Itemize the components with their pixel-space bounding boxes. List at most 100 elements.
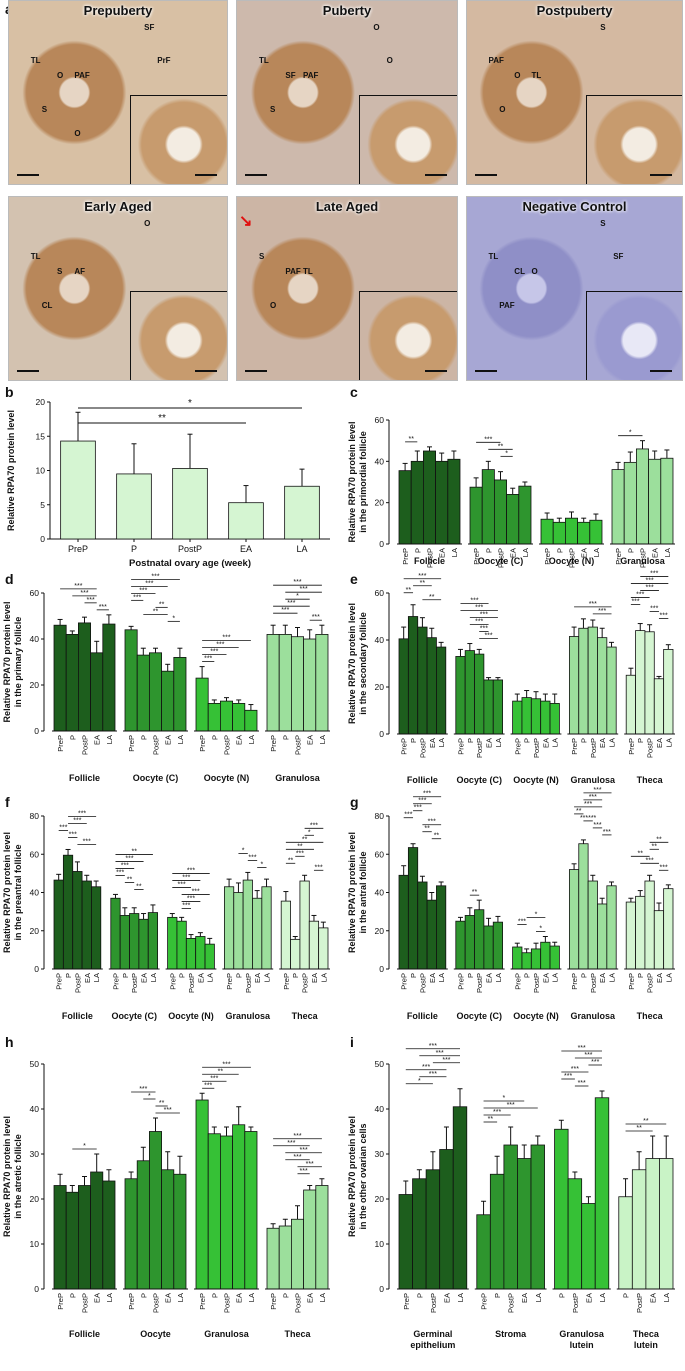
- y-axis-label: in the preantral follicle: [13, 844, 23, 940]
- x-tick-label: PostP: [497, 548, 506, 568]
- significance-label: ***: [578, 1045, 586, 1052]
- significance-label: **: [406, 587, 412, 594]
- x-tick-label: P: [281, 735, 290, 740]
- significance-label: ***: [507, 1102, 515, 1109]
- micrograph-postpuberty: Postpuberty PAF O O TL S: [466, 0, 683, 185]
- bar: [597, 637, 608, 735]
- significance-label: *: [629, 430, 632, 437]
- x-tick-label: P: [291, 973, 300, 978]
- bar: [645, 1158, 660, 1290]
- x-tick-label: P: [555, 548, 564, 553]
- x-tick-label: PostP: [646, 973, 655, 993]
- y-axis-label: Relative RPA70 protein level: [6, 410, 16, 531]
- significance-label: ***: [646, 857, 654, 864]
- x-tick-label: EA: [509, 548, 518, 558]
- bar: [589, 519, 603, 545]
- micrograph-label: PAF: [499, 301, 515, 311]
- significance-label: ***: [293, 1133, 301, 1140]
- bar: [426, 899, 437, 970]
- significance-label: **: [424, 826, 430, 833]
- group-label: Germinal: [413, 1329, 452, 1339]
- bar: [540, 700, 551, 735]
- bar: [483, 925, 494, 970]
- bar: [223, 886, 235, 970]
- bar: [512, 700, 523, 735]
- micrograph-label: S: [270, 105, 276, 115]
- micrograph-title: Late Aged: [315, 199, 379, 214]
- y-tick-label: 40: [30, 888, 40, 898]
- bar: [474, 653, 485, 735]
- significance-label: ***: [598, 608, 606, 615]
- group-label: Oocyte (N): [204, 773, 250, 783]
- bar: [207, 702, 221, 732]
- x-tick-label: EA: [83, 973, 92, 983]
- bar: [266, 1227, 280, 1290]
- x-tick-label: PreP: [513, 738, 522, 755]
- micrograph-puberty: Puberty TL SF S PAF O O: [236, 0, 458, 185]
- group-label: Theca: [637, 775, 664, 785]
- x-tick-label: P: [409, 973, 418, 978]
- significance-label: **: [131, 848, 137, 855]
- x-tick-label: PostP: [532, 973, 541, 993]
- x-tick-label: PostP: [294, 735, 303, 755]
- bar: [173, 1173, 187, 1290]
- micrograph-inset: [586, 95, 682, 184]
- bar: [625, 674, 636, 735]
- group-label: Oocyte (C): [456, 1011, 502, 1021]
- x-tick-label: LA: [437, 738, 446, 747]
- bar: [423, 450, 437, 545]
- significance-label: *: [188, 398, 192, 409]
- significance-label: ***: [187, 868, 195, 875]
- significance-label: ***: [59, 824, 67, 831]
- x-tick-label: EA: [520, 1293, 529, 1303]
- x-tick-label: LA: [664, 973, 673, 982]
- y-axis-label: Relative RPA70 protein level: [347, 603, 357, 724]
- y-axis-label: Relative RPA70 protein level: [347, 832, 357, 953]
- bar: [464, 915, 475, 970]
- significance-label: ***: [631, 599, 639, 606]
- x-tick-label: P: [64, 973, 73, 978]
- y-tick-label: 60: [30, 849, 40, 859]
- bar: [659, 1158, 674, 1290]
- x-tick-label: PreP: [543, 548, 552, 565]
- significance-label: ***: [287, 600, 295, 607]
- y-tick-label: 50: [30, 1059, 40, 1069]
- bar: [481, 469, 495, 545]
- x-tick-label: PreP: [269, 735, 278, 752]
- x-tick-label: EA: [164, 1293, 173, 1303]
- significance-label: **: [576, 808, 582, 815]
- y-tick-label: 20: [375, 498, 385, 508]
- significance-label: ***: [428, 819, 436, 826]
- x-tick-label: PreP: [456, 973, 465, 990]
- x-axis-label: Postnatal ovary age (week): [129, 558, 251, 569]
- x-tick-label: EA: [649, 1293, 658, 1303]
- significance-label: ***: [99, 604, 107, 611]
- x-tick-label: PreP: [614, 548, 623, 565]
- bar: [148, 652, 162, 732]
- x-tick-label: PreP: [198, 1293, 207, 1310]
- x-tick-label: PreP: [198, 735, 207, 752]
- x-tick-label: EA: [310, 973, 319, 983]
- y-axis-label: Relative RPA70 protein level: [2, 832, 12, 953]
- x-tick-label: P: [466, 738, 475, 743]
- bar: [436, 885, 447, 970]
- group-label: Granulosa: [275, 773, 321, 783]
- significance-label: ***: [281, 607, 289, 614]
- bar: [425, 1169, 441, 1290]
- micrograph-label: S: [56, 266, 63, 276]
- x-tick-label: P: [484, 548, 493, 553]
- significance-label: ***: [121, 862, 129, 869]
- micrograph-label: PAF: [488, 55, 504, 65]
- y-axis-label: Relative RPA70 protein level: [347, 422, 357, 543]
- x-tick-label: LA: [592, 548, 601, 557]
- panel-letter-f: f: [5, 794, 10, 810]
- panel-letter-c: c: [350, 384, 358, 400]
- micrograph-label: O: [514, 70, 521, 80]
- x-tick-label: P: [493, 1293, 502, 1298]
- significance-label: **: [136, 883, 142, 890]
- micrograph-label: O: [270, 301, 277, 311]
- x-tick-label: PostP: [507, 1293, 516, 1313]
- x-tick-label: LA: [456, 1293, 465, 1302]
- x-tick-label: EA: [140, 973, 149, 983]
- bar: [398, 874, 409, 970]
